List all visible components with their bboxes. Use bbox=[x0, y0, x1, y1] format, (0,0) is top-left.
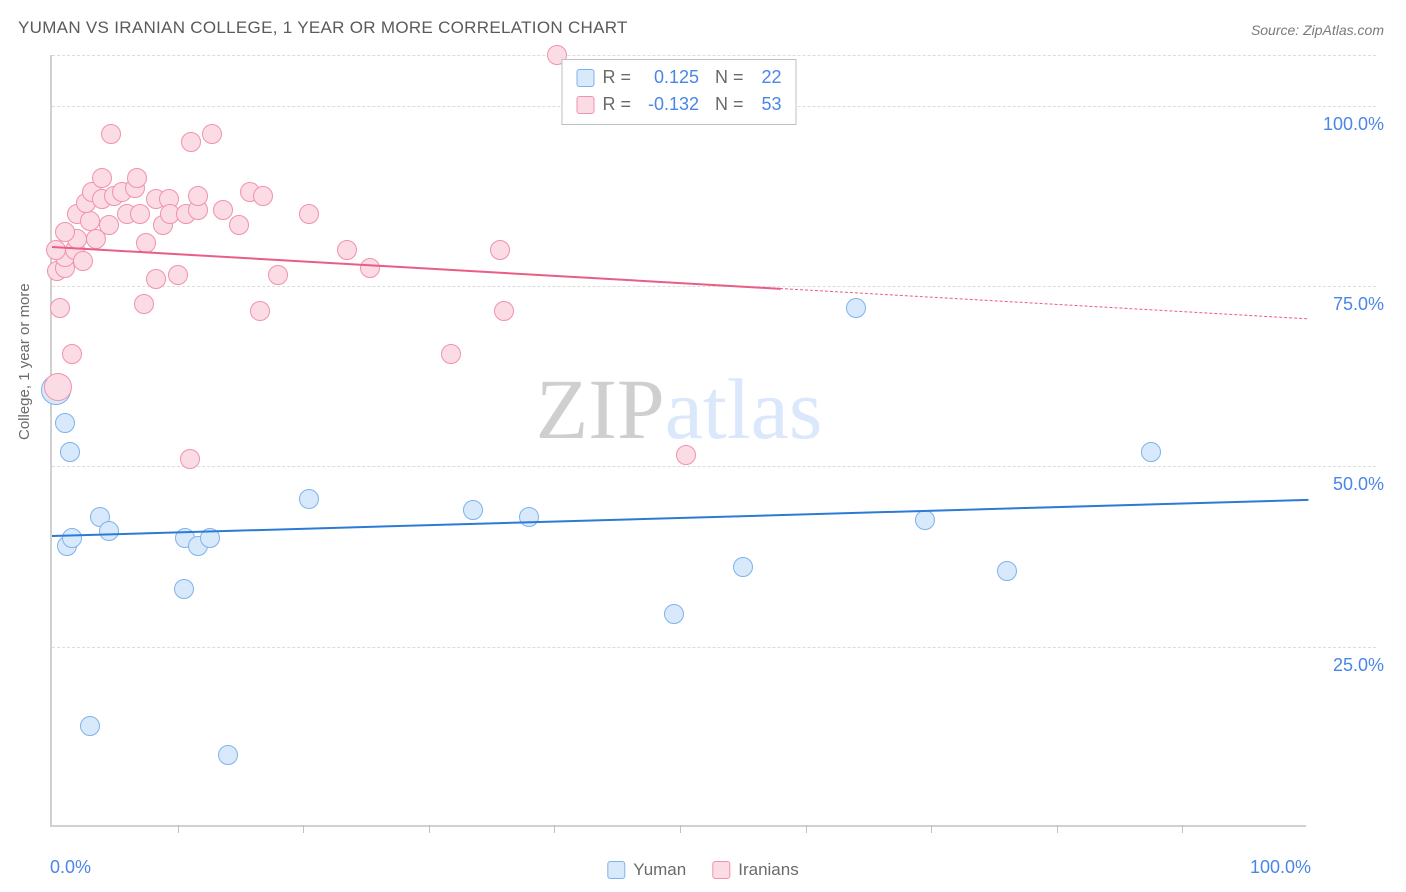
data-point bbox=[218, 745, 238, 765]
data-point bbox=[494, 301, 514, 321]
watermark: ZIPatlas bbox=[536, 359, 823, 459]
data-point bbox=[519, 507, 539, 527]
data-point bbox=[146, 269, 166, 289]
data-point bbox=[80, 716, 100, 736]
legend-r-value: -0.132 bbox=[639, 91, 699, 118]
data-point bbox=[130, 204, 150, 224]
data-point bbox=[136, 233, 156, 253]
x-minor-tick bbox=[178, 825, 179, 833]
x-tick-label: 100.0% bbox=[1250, 857, 1311, 878]
legend-label: Iranians bbox=[738, 860, 798, 880]
gridline-h bbox=[52, 55, 1376, 56]
data-point bbox=[62, 344, 82, 364]
data-point bbox=[92, 168, 112, 188]
data-point bbox=[229, 215, 249, 235]
watermark-part1: ZIP bbox=[536, 361, 665, 457]
legend-n-label: N = bbox=[715, 64, 744, 91]
data-point bbox=[360, 258, 380, 278]
data-point bbox=[46, 240, 66, 260]
data-point bbox=[127, 168, 147, 188]
x-minor-tick bbox=[806, 825, 807, 833]
legend-r-label: R = bbox=[602, 91, 631, 118]
legend-r-label: R = bbox=[602, 64, 631, 91]
x-tick-label: 0.0% bbox=[50, 857, 91, 878]
legend-swatch bbox=[712, 861, 730, 879]
data-point bbox=[664, 604, 684, 624]
y-axis-label: College, 1 year or more bbox=[16, 283, 33, 440]
y-tick-label: 100.0% bbox=[1323, 114, 1384, 135]
data-point bbox=[441, 344, 461, 364]
x-minor-tick bbox=[680, 825, 681, 833]
legend-n-value: 53 bbox=[752, 91, 782, 118]
data-point bbox=[101, 124, 121, 144]
x-minor-tick bbox=[931, 825, 932, 833]
legend-n-value: 22 bbox=[752, 64, 782, 91]
data-point bbox=[168, 265, 188, 285]
x-minor-tick bbox=[554, 825, 555, 833]
plot-area: ZIPatlas R = 0.125 N = 22 R = -0.132 N = 53 bbox=[50, 55, 1306, 827]
data-point bbox=[299, 204, 319, 224]
data-point bbox=[997, 561, 1017, 581]
data-point bbox=[181, 132, 201, 152]
data-point bbox=[250, 301, 270, 321]
data-point bbox=[73, 251, 93, 271]
x-minor-tick bbox=[429, 825, 430, 833]
data-point bbox=[463, 500, 483, 520]
watermark-part2: atlas bbox=[665, 361, 823, 457]
legend-row: R = -0.132 N = 53 bbox=[576, 91, 781, 118]
data-point bbox=[253, 186, 273, 206]
legend-r-value: 0.125 bbox=[639, 64, 699, 91]
data-point bbox=[55, 413, 75, 433]
legend-item: Yuman bbox=[607, 860, 686, 880]
chart-title: YUMAN VS IRANIAN COLLEGE, 1 YEAR OR MORE… bbox=[18, 18, 628, 38]
data-point bbox=[80, 211, 100, 231]
data-point bbox=[134, 294, 154, 314]
data-point bbox=[490, 240, 510, 260]
x-minor-tick bbox=[303, 825, 304, 833]
data-point bbox=[733, 557, 753, 577]
data-point bbox=[50, 298, 70, 318]
data-point bbox=[299, 489, 319, 509]
data-point bbox=[676, 445, 696, 465]
legend-swatch bbox=[576, 69, 594, 87]
series-legend: Yuman Iranians bbox=[607, 860, 798, 880]
data-point bbox=[188, 186, 208, 206]
gridline-h bbox=[52, 647, 1376, 648]
legend-item: Iranians bbox=[712, 860, 798, 880]
data-point bbox=[99, 521, 119, 541]
legend-swatch bbox=[576, 96, 594, 114]
data-point bbox=[174, 579, 194, 599]
data-point bbox=[213, 200, 233, 220]
chart-container: YUMAN VS IRANIAN COLLEGE, 1 YEAR OR MORE… bbox=[0, 0, 1406, 892]
data-point bbox=[846, 298, 866, 318]
legend-label: Yuman bbox=[633, 860, 686, 880]
data-point bbox=[60, 442, 80, 462]
data-point bbox=[1141, 442, 1161, 462]
x-minor-tick bbox=[1182, 825, 1183, 833]
data-point bbox=[99, 215, 119, 235]
data-point bbox=[337, 240, 357, 260]
source-attribution: Source: ZipAtlas.com bbox=[1251, 22, 1384, 38]
trend-line bbox=[52, 499, 1308, 537]
data-point bbox=[180, 449, 200, 469]
data-point bbox=[268, 265, 288, 285]
data-point bbox=[44, 373, 72, 401]
gridline-h bbox=[52, 466, 1376, 467]
data-point bbox=[62, 528, 82, 548]
legend-row: R = 0.125 N = 22 bbox=[576, 64, 781, 91]
y-tick-label: 50.0% bbox=[1333, 474, 1384, 495]
legend-swatch bbox=[607, 861, 625, 879]
y-tick-label: 25.0% bbox=[1333, 655, 1384, 676]
data-point bbox=[915, 510, 935, 530]
data-point bbox=[202, 124, 222, 144]
x-minor-tick bbox=[1057, 825, 1058, 833]
legend-n-label: N = bbox=[715, 91, 744, 118]
y-tick-label: 75.0% bbox=[1333, 294, 1384, 315]
correlation-legend: R = 0.125 N = 22 R = -0.132 N = 53 bbox=[561, 59, 796, 125]
data-point bbox=[55, 222, 75, 242]
